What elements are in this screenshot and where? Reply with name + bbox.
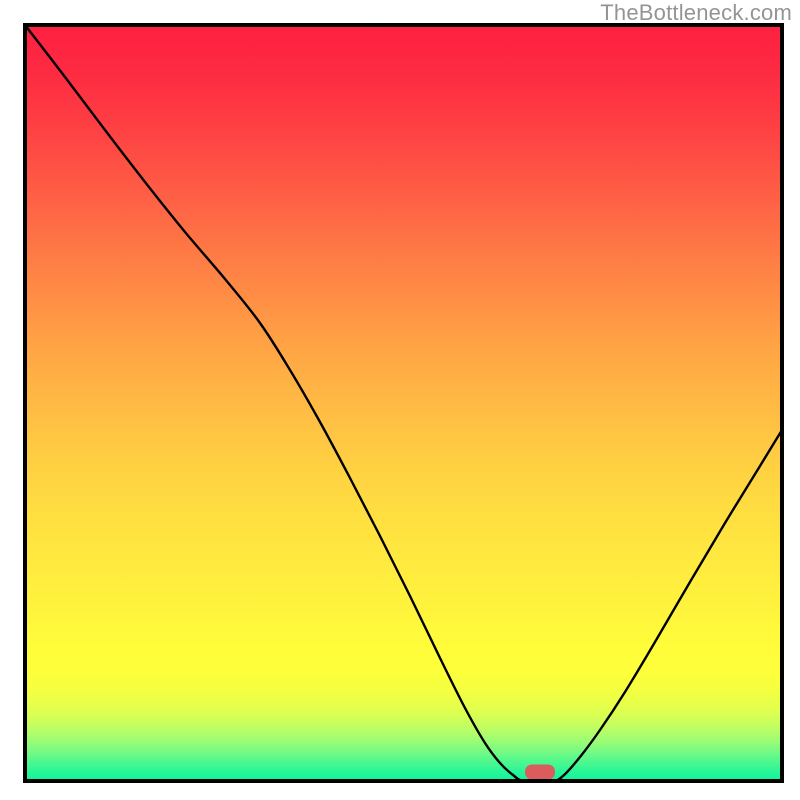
- chart-svg: [0, 0, 800, 800]
- chart-container: TheBottleneck.com: [0, 0, 800, 800]
- min-marker: [525, 765, 555, 780]
- gradient-background: [25, 25, 782, 781]
- watermark-text: TheBottleneck.com: [600, 0, 792, 26]
